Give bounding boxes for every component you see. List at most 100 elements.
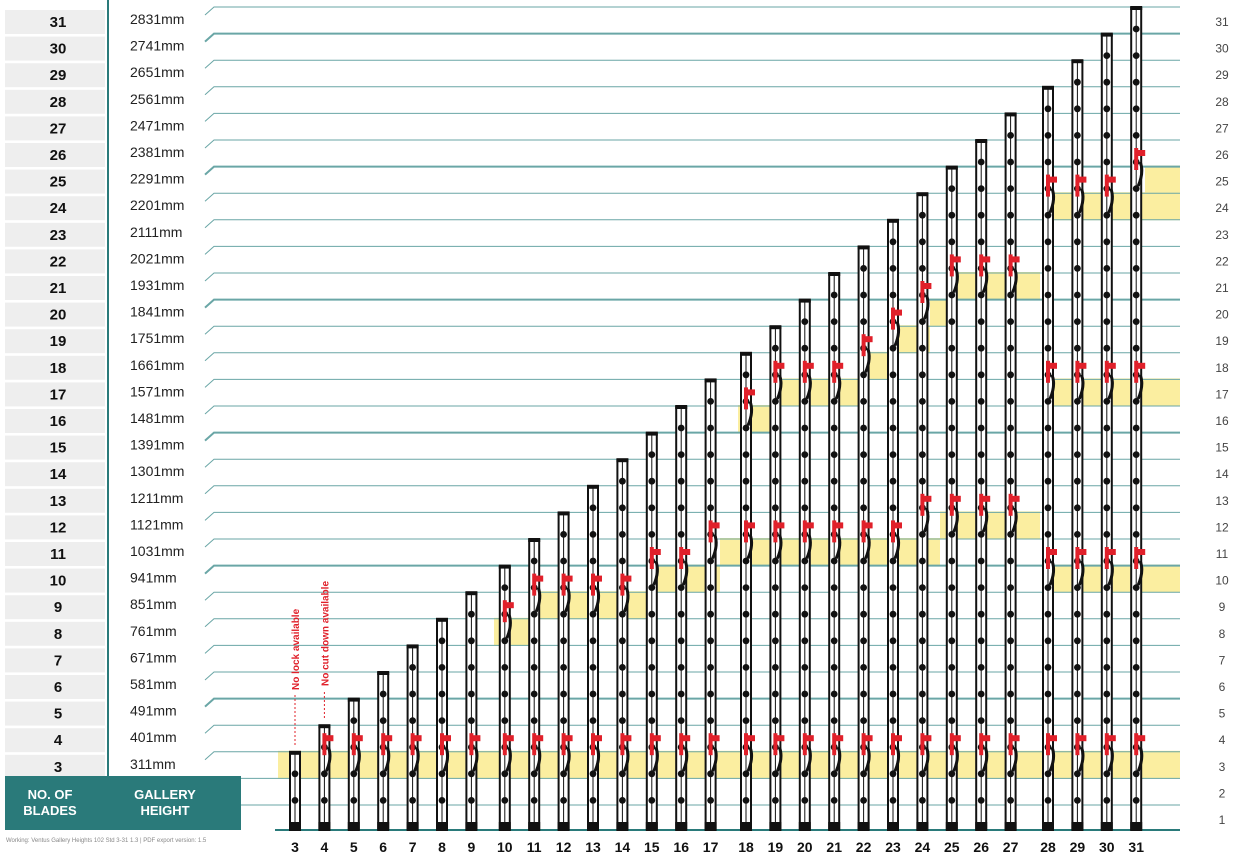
lock-handle [472, 735, 481, 742]
blade-stack [377, 671, 393, 831]
blade [1103, 265, 1111, 272]
blade-count-bg [5, 36, 105, 61]
blade-stack [289, 750, 301, 831]
blade [1074, 637, 1081, 645]
blade [1103, 398, 1111, 405]
blade-stack [740, 351, 755, 831]
blade-count-bg [5, 382, 105, 407]
blade [772, 398, 779, 405]
blade [1007, 398, 1014, 405]
lock-handle [952, 735, 961, 742]
blade [860, 451, 867, 458]
blade [1103, 451, 1111, 458]
blade [560, 664, 567, 671]
lock-bar [1075, 547, 1080, 569]
right-scale-label: 18 [1215, 361, 1229, 375]
right-scale-label: 6 [1219, 680, 1226, 694]
blade [501, 664, 509, 671]
blade-count-bg [5, 595, 105, 620]
height-header: GALLERY HEIGHT [120, 787, 210, 819]
blade [1044, 238, 1052, 246]
lock-hook [711, 746, 718, 772]
blade-stack [1100, 32, 1116, 832]
blade [1074, 291, 1081, 299]
lock-handle [1107, 735, 1116, 742]
blade [1132, 637, 1140, 645]
lock-handle [711, 522, 720, 529]
lock-bar [891, 307, 895, 330]
right-scale-label: 16 [1215, 414, 1229, 428]
lock-hook [1136, 560, 1144, 586]
right-scale: 3130292827262524232221201918171615141312… [1215, 15, 1229, 827]
blade-stack [465, 591, 481, 832]
gallery-height-label: 2381mm [130, 144, 184, 160]
blade [1132, 504, 1140, 512]
gallery-height-label: 941mm [130, 570, 177, 586]
blade [830, 637, 838, 645]
column-number-row: 3 4 5 6 7 8 9 10 11 12 13 14 15 16 17 18 19 20 21 22 23 24 25 2… [291, 839, 1144, 855]
blade [648, 797, 656, 804]
lock-bar [949, 254, 954, 277]
right-scale-label: 15 [1215, 441, 1229, 455]
blade [1044, 158, 1052, 166]
blade [889, 344, 897, 352]
blade-count-label: 21 [50, 280, 67, 297]
lock-bar [708, 520, 713, 543]
blade-count-bg [5, 409, 105, 433]
lock-hook [1078, 560, 1085, 586]
lock-handle [594, 735, 602, 742]
blade [801, 797, 809, 804]
blade [948, 398, 956, 405]
lock-handle [413, 735, 422, 742]
blade [468, 690, 475, 698]
lock-handle [1078, 549, 1087, 555]
gallery-height-label: 671mm [130, 649, 177, 665]
blade [742, 584, 750, 591]
blade-count-label: 12 [50, 519, 67, 536]
blade-stack [887, 218, 902, 832]
lock-handle [805, 735, 814, 742]
lock-hook [981, 746, 989, 772]
blade [648, 610, 656, 618]
lock-bar [532, 733, 537, 756]
no-cutdown-note: No cut down available [320, 581, 331, 686]
blade [860, 637, 867, 645]
blade-count-bg [5, 754, 105, 779]
blade [1074, 398, 1081, 405]
grid-line [204, 86, 1180, 96]
lock-handle [1049, 549, 1057, 555]
grid-line [204, 139, 1180, 149]
lock-handle [564, 735, 573, 742]
lock-hook [834, 533, 842, 559]
lock-handle [652, 735, 661, 742]
blade [860, 504, 867, 512]
right-scale-label: 11 [1216, 547, 1229, 561]
blade [889, 265, 897, 272]
blade [772, 797, 779, 804]
grid-line [204, 192, 1180, 202]
blade [468, 664, 475, 671]
blade [677, 637, 685, 645]
blade-count-bg [5, 648, 105, 673]
lock-hook [805, 746, 812, 772]
gallery-height-column: 2831mm 2741mm 2651mm 2561mm 2471mm 2381mm 2291… [130, 11, 184, 772]
blade [742, 477, 750, 485]
lock-handle [1137, 362, 1146, 369]
blade [468, 610, 475, 618]
blade [772, 690, 779, 698]
blade [350, 770, 358, 778]
lock-handle [1011, 735, 1020, 742]
blade [1044, 451, 1052, 458]
blade [1103, 238, 1111, 246]
lock-handle [894, 522, 902, 529]
gallery-height-label: 761mm [130, 623, 177, 639]
lock-hook [923, 294, 930, 320]
grid-line [204, 165, 1180, 176]
grid-line [204, 378, 1180, 388]
lock-bar [773, 733, 778, 756]
grid-line [204, 325, 1180, 335]
blade-count-bg [5, 675, 105, 699]
lock-handle [1137, 150, 1146, 156]
blade [772, 717, 779, 724]
grid-line [204, 298, 1180, 309]
